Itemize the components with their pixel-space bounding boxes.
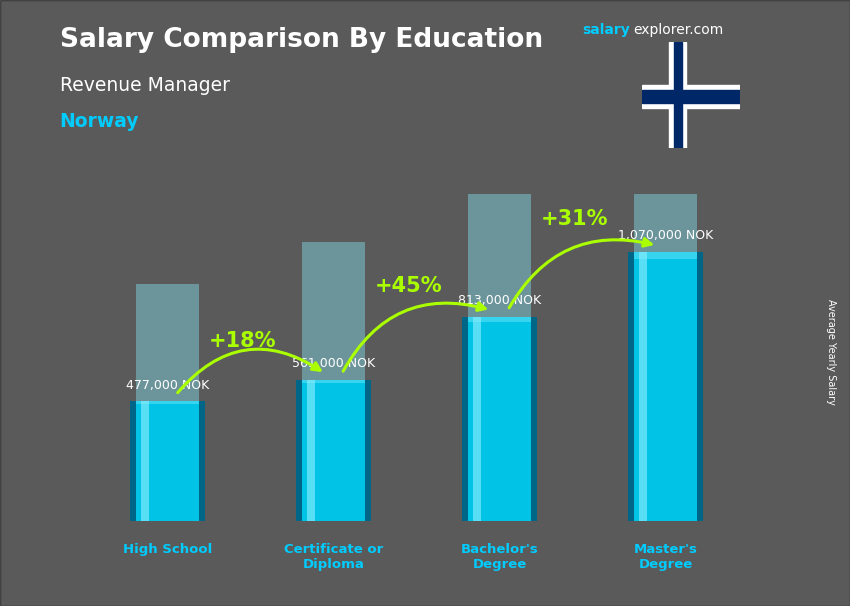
Bar [462,316,537,521]
Bar [296,380,371,521]
Bar [141,401,150,521]
Bar [468,117,531,322]
Bar [136,401,199,521]
Text: 1,070,000 NOK: 1,070,000 NOK [618,229,713,242]
Bar [628,252,703,521]
Bar [302,242,365,384]
Text: Revenue Manager: Revenue Manager [60,76,230,95]
Text: Master's
Degree: Master's Degree [633,544,697,571]
Text: 813,000 NOK: 813,000 NOK [458,294,541,307]
Text: Bachelor's
Degree: Bachelor's Degree [461,544,538,571]
Text: Salary Comparison By Education: Salary Comparison By Education [60,27,542,53]
Bar [473,316,481,521]
Bar [136,284,199,404]
Text: +18%: +18% [208,331,276,351]
Bar [642,85,740,108]
Text: Average Yearly Salary: Average Yearly Salary [826,299,836,404]
Text: Norway: Norway [60,112,139,131]
Bar [634,252,697,521]
Bar [307,380,315,521]
Bar [130,401,205,521]
Text: +45%: +45% [374,276,442,296]
Text: +31%: +31% [541,209,608,229]
Bar [675,42,682,148]
Bar [639,252,647,521]
Bar [468,316,531,521]
Bar [669,42,686,148]
Bar [302,380,365,521]
Text: 561,000 NOK: 561,000 NOK [292,358,375,370]
Text: explorer.com: explorer.com [633,23,723,37]
Text: 477,000 NOK: 477,000 NOK [126,379,209,391]
Bar [642,90,740,103]
Text: Certificate or
Diploma: Certificate or Diploma [284,544,383,571]
Bar [634,0,697,259]
Text: High School: High School [123,544,212,556]
Text: salary: salary [582,23,630,37]
